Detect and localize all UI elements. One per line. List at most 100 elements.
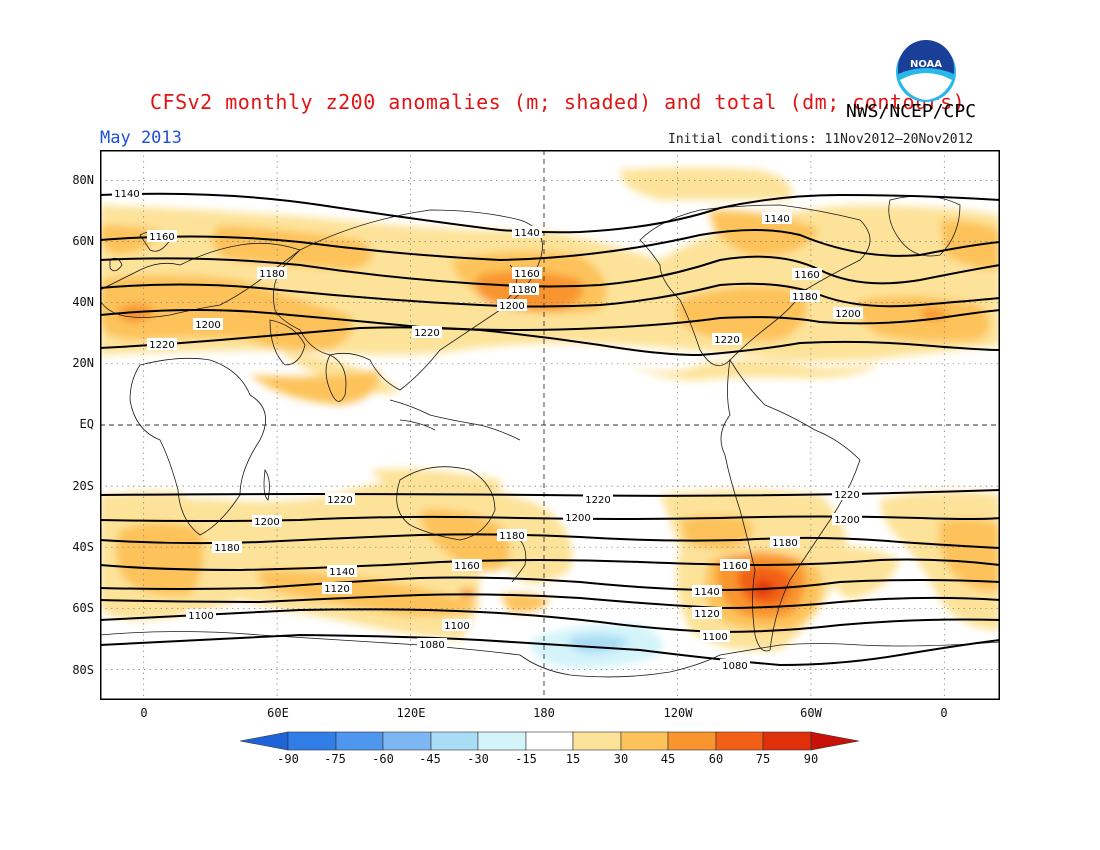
contour-label-1200-d: 1200 <box>252 515 282 528</box>
colorbar-label: 15 <box>565 752 581 766</box>
svg-text:1160: 1160 <box>722 561 747 572</box>
svg-text:1100: 1100 <box>702 632 727 643</box>
lon-label-180: 180 <box>533 706 555 720</box>
graticule <box>100 150 1000 700</box>
svg-text:1180: 1180 <box>214 543 239 554</box>
contour-label-1220-f: 1220 <box>832 488 862 501</box>
forecast-month: May 2013 <box>100 128 182 148</box>
svg-text:1120: 1120 <box>324 584 349 595</box>
svg-text:1160: 1160 <box>454 561 479 572</box>
contour-label-1160-a: 1160 <box>147 230 177 243</box>
colorbar-swatch-6 <box>525 731 574 751</box>
contour-label-1200-c: 1200 <box>833 307 863 320</box>
svg-text:1120: 1120 <box>694 609 719 620</box>
colorbar-swatch-1 <box>287 731 337 751</box>
noaa-logo-text: NOAA <box>910 59 942 70</box>
colorbar-label: -30 <box>467 752 489 766</box>
svg-text:1100: 1100 <box>188 611 213 622</box>
contour-label-1120-a: 1120 <box>322 582 352 595</box>
svg-text:1080: 1080 <box>419 640 444 651</box>
colorbar-swatch-3 <box>382 731 432 751</box>
svg-text:1200: 1200 <box>565 513 590 524</box>
contour-label-1200-f: 1200 <box>832 513 862 526</box>
contour-labels: 1140 1140 1140 1160 1160 1160 1180 1180 … <box>112 187 863 672</box>
colorbar-label: -45 <box>419 752 441 766</box>
contour-label-1200-a: 1200 <box>193 318 223 331</box>
colorbar-label: -75 <box>324 752 346 766</box>
height-contours <box>100 192 1000 667</box>
agency-credit: NWS/NCEP/CPC <box>846 101 977 122</box>
svg-text:1100: 1100 <box>444 621 469 632</box>
contour-label-1140-b: 1140 <box>512 226 542 239</box>
svg-text:1160: 1160 <box>794 270 819 281</box>
svg-text:1140: 1140 <box>694 587 719 598</box>
contour-label-1220-d: 1220 <box>325 493 355 506</box>
contour-label-1080-a: 1080 <box>417 638 447 651</box>
contour-label-1140-c: 1140 <box>762 212 792 225</box>
colorbar-label: 60 <box>708 752 724 766</box>
lon-label-0: 0 <box>140 706 148 720</box>
initial-conditions: Initial conditions: 11Nov2012–20Nov2012 <box>668 132 974 147</box>
svg-text:1220: 1220 <box>585 495 610 506</box>
colorbar-swatch-2 <box>335 731 384 751</box>
svg-text:1220: 1220 <box>327 495 352 506</box>
colorbar-swatch-11 <box>762 731 812 751</box>
contour-label-1100-b: 1100 <box>442 619 472 632</box>
colorbar-label: -90 <box>277 752 299 766</box>
svg-text:1200: 1200 <box>835 309 860 320</box>
svg-text:1180: 1180 <box>511 285 536 296</box>
lat-label-80n: 80N <box>72 173 94 187</box>
svg-text:1180: 1180 <box>772 538 797 549</box>
svg-text:1220: 1220 <box>149 340 174 351</box>
contour-label-1180-f: 1180 <box>770 536 800 549</box>
chart-title: CFSv2 monthly z200 anomalies (m; shaded)… <box>150 90 966 114</box>
contour-label-1140-d: 1140 <box>327 565 357 578</box>
contour-label-1100-a: 1100 <box>186 609 216 622</box>
contour-label-1100-c: 1100 <box>700 630 730 643</box>
svg-text:1080: 1080 <box>722 661 747 672</box>
contour-label-1080-b: 1080 <box>720 659 750 672</box>
contour-label-1180-a: 1180 <box>257 267 287 280</box>
contour-label-1200-e: 1200 <box>563 511 593 524</box>
contour-label-1200-b: 1200 <box>497 299 527 312</box>
svg-text:1200: 1200 <box>254 517 279 528</box>
contour-label-1160-d: 1160 <box>452 559 482 572</box>
contour-label-1140-e: 1140 <box>692 585 722 598</box>
svg-text:1160: 1160 <box>149 232 174 243</box>
svg-text:1200: 1200 <box>834 515 859 526</box>
colorbar-left-arrow <box>239 731 289 751</box>
lon-label-60w: 60W <box>800 706 822 720</box>
lat-label-40s: 40S <box>72 540 94 554</box>
contour-label-1160-b: 1160 <box>512 267 542 280</box>
contour-label-1160-e: 1160 <box>720 559 750 572</box>
colorbar-label: 45 <box>660 752 676 766</box>
lon-label-120w: 120W <box>663 706 693 720</box>
svg-text:1220: 1220 <box>714 335 739 346</box>
colorbar-swatch-8 <box>620 731 669 751</box>
contour-label-1120-b: 1120 <box>692 607 722 620</box>
colorbar-right-arrow <box>810 731 860 751</box>
colorbar-swatch-10 <box>715 731 764 751</box>
contour-label-1220-c: 1220 <box>712 333 742 346</box>
lon-label-0-east: 0 <box>940 706 948 720</box>
colorbar-label: -60 <box>372 752 394 766</box>
colorbar-label: 90 <box>803 752 819 766</box>
lat-label-eq: EQ <box>79 417 94 431</box>
lon-label-60e: 60E <box>267 706 289 720</box>
contour-label-1180-e: 1180 <box>497 529 527 542</box>
contour-label-1140-a: 1140 <box>112 187 142 200</box>
contour-label-1180-c: 1180 <box>790 290 820 303</box>
contour-label-1220-e: 1220 <box>583 493 613 506</box>
colorbar-swatch-5 <box>477 731 527 751</box>
svg-text:1180: 1180 <box>792 292 817 303</box>
contour-label-1180-d: 1180 <box>212 541 242 554</box>
svg-text:1140: 1140 <box>764 214 789 225</box>
svg-text:1180: 1180 <box>499 531 524 542</box>
svg-text:1140: 1140 <box>329 567 354 578</box>
lat-label-20s: 20S <box>72 479 94 493</box>
svg-text:1180: 1180 <box>259 269 284 280</box>
lat-label-40n: 40N <box>72 295 94 309</box>
colorbar <box>239 731 860 751</box>
lat-label-20n: 20N <box>72 356 94 370</box>
contour-label-1160-c: 1160 <box>792 268 822 281</box>
